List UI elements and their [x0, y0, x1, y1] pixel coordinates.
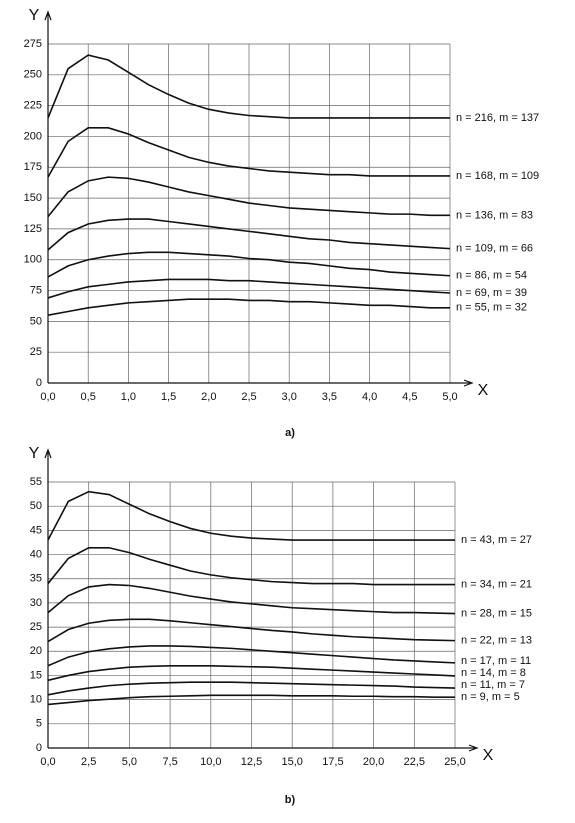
x-tick-label: 0,0: [40, 391, 55, 403]
y-tick-label: 75: [30, 284, 42, 296]
x-axis-label: X: [478, 382, 489, 399]
x-tick-label: 22,5: [404, 756, 425, 768]
y-tick-label: 55: [30, 476, 42, 488]
x-tick-label: 0,0: [40, 756, 55, 768]
curve: [47, 490, 455, 541]
series-label: n = 9, m = 5: [461, 691, 520, 703]
y-tick-label: 15: [30, 669, 42, 681]
y-tick-label: 250: [24, 69, 42, 81]
y-tick-label: 225: [24, 100, 42, 112]
curve: [47, 54, 450, 119]
x-tick-label: 4,5: [402, 391, 417, 403]
x-axis: [48, 379, 474, 387]
x-axis-label: X: [483, 747, 494, 764]
y-tick-label: 30: [30, 597, 42, 609]
x-tick-label: 0,5: [81, 391, 96, 403]
caption: b): [285, 794, 296, 806]
y-tick-label: 50: [30, 500, 42, 512]
curve: [47, 664, 456, 682]
series-label: n = 28, m = 15: [461, 607, 532, 619]
y-tick-label: 20: [30, 645, 42, 657]
x-tick-label: 1,0: [121, 391, 136, 403]
y-tick-label: 45: [30, 524, 42, 536]
series-label: n = 136, m = 83: [456, 209, 533, 221]
curve: [47, 278, 451, 299]
y-tick-label: 35: [30, 573, 42, 585]
y-tick-label: 25: [30, 346, 42, 358]
y-tick-label: 200: [24, 130, 42, 142]
y-axis-label: Y: [29, 445, 40, 462]
curve: [47, 127, 450, 178]
series-label: n = 14, m = 8: [461, 667, 526, 679]
y-tick-label: 25: [30, 621, 42, 633]
x-tick-label: 1,5: [161, 391, 176, 403]
series-label: n = 168, m = 109: [456, 170, 539, 182]
y-axis: [44, 10, 52, 383]
series-label: n = 34, m = 21: [461, 578, 532, 590]
y-tick-label: 5: [36, 718, 42, 730]
curve: [47, 618, 456, 643]
x-tick-label: 5,0: [122, 756, 137, 768]
curve: [47, 681, 456, 696]
caption: a): [285, 427, 295, 439]
x-axis: [48, 744, 479, 752]
x-tick-label: 3,5: [322, 391, 337, 403]
y-tick-label: 50: [30, 315, 42, 327]
curve: [47, 298, 450, 316]
x-tick-label: 3,0: [282, 391, 297, 403]
y-tick-label: 10: [30, 694, 42, 706]
series-label: n = 17, m = 11: [461, 655, 531, 667]
y-tick-label: 0: [36, 742, 42, 754]
y-axis-label: Y: [29, 7, 40, 24]
x-tick-label: 2,5: [241, 391, 256, 403]
curve: [47, 694, 455, 706]
y-tick-label: 125: [24, 223, 42, 235]
curve: [47, 546, 455, 586]
y-tick-label: 100: [24, 254, 42, 266]
y-axis: [44, 448, 52, 748]
series-label: n = 11, m = 7: [461, 679, 525, 691]
series-label: n = 86, m = 54: [456, 270, 527, 282]
curve: [47, 645, 456, 667]
series-label: n = 43, m = 27: [461, 534, 532, 546]
x-tick-label: 7,5: [162, 756, 177, 768]
series-label: n = 69, m = 39: [456, 287, 527, 299]
x-tick-label: 15,0: [281, 756, 302, 768]
y-tick-label: 40: [30, 548, 42, 560]
x-tick-label: 4,0: [362, 391, 377, 403]
y-tick-label: 0: [36, 377, 42, 389]
curve: [47, 218, 451, 251]
series-label: n = 109, m = 66: [456, 243, 533, 255]
x-tick-label: 2,5: [81, 756, 96, 768]
x-tick-label: 17,5: [322, 756, 343, 768]
series-label: n = 216, m = 137: [456, 112, 539, 124]
curve: [47, 583, 456, 615]
x-tick-label: 12,5: [241, 756, 262, 768]
x-tick-label: 25,0: [444, 756, 465, 768]
x-tick-label: 20,0: [363, 756, 384, 768]
curve: [47, 176, 450, 218]
series-label: n = 22, m = 13: [461, 635, 532, 647]
x-tick-label: 5,0: [442, 391, 457, 403]
y-tick-label: 275: [24, 38, 42, 50]
curve: [47, 251, 451, 278]
y-tick-label: 175: [24, 161, 42, 173]
series-label: n = 55, m = 32: [456, 302, 527, 314]
y-tick-label: 150: [24, 192, 42, 204]
x-tick-label: 2,0: [201, 391, 216, 403]
x-tick-label: 10,0: [200, 756, 221, 768]
